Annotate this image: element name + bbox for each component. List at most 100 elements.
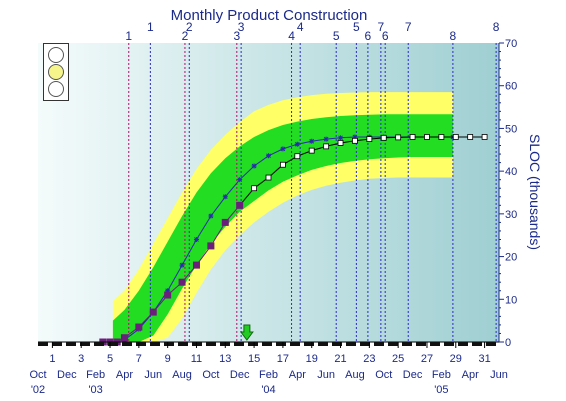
x-axis-month-bar [332, 342, 342, 346]
traffic-light-top-lamp [48, 47, 64, 63]
series-point [467, 134, 474, 140]
x-axis-month-bar [150, 342, 160, 346]
milestone-label: 3 [238, 20, 245, 34]
traffic-light-bottom-lamp [48, 81, 64, 97]
series-point [380, 134, 387, 141]
x-axis-month-bar [234, 342, 244, 346]
y-tick-label: 20 [505, 252, 517, 264]
milestone-label: 2 [182, 29, 189, 43]
series-point [409, 134, 416, 140]
x-tick-label: 1 [49, 353, 55, 365]
series-point [424, 134, 430, 140]
x-tick-label: 19 [306, 353, 318, 365]
milestone-label: 6 [382, 29, 389, 43]
x-tick-label: 29 [450, 353, 462, 365]
x-axis-month-bar [304, 342, 314, 346]
x-axis-month-bar [458, 342, 468, 346]
series-point [222, 194, 228, 200]
series-point [438, 134, 445, 140]
x-tick-label: 21 [334, 353, 346, 365]
status-arrow-icon [239, 324, 254, 341]
series-point [280, 161, 286, 168]
x-tick-label: 7 [136, 353, 142, 365]
x-axis-month-bar [262, 342, 272, 346]
x-tick-label: 3 [78, 353, 84, 365]
milestone-label: 8 [493, 20, 500, 34]
x-tick-label: 11 [191, 353, 202, 365]
x-calendar-label: Oct [375, 369, 392, 381]
x-calendar-label: Dec [57, 369, 77, 381]
series-point [323, 143, 330, 150]
milestone-label: 8 [450, 29, 457, 43]
x-axis-month-bar [276, 342, 286, 346]
series-point [251, 185, 257, 192]
milestone-label: 4 [297, 20, 304, 34]
x-tick-label: 15 [248, 353, 260, 365]
series-point [323, 136, 329, 142]
series-point [179, 262, 185, 268]
x-axis-month-bar [290, 342, 300, 346]
x-tick-label: 31 [478, 353, 490, 365]
series-point [193, 236, 199, 242]
milestone-label: 7 [378, 20, 385, 34]
x-calendar-label: Apr [462, 369, 479, 381]
series-point [294, 153, 301, 160]
x-axis-month-bar [164, 342, 174, 346]
series-point [208, 213, 214, 219]
series-point [236, 201, 244, 209]
series-point [308, 147, 315, 154]
x-calendar-label: Feb [432, 369, 451, 381]
x-year-label: '02 [31, 384, 45, 396]
x-calendar-label: Apr [289, 369, 306, 381]
x-year-label: '04 [261, 384, 275, 396]
series-point [352, 137, 358, 144]
milestone-label: 1 [125, 29, 132, 43]
x-axis-month-bar [136, 342, 146, 346]
milestone-label: 7 [405, 20, 412, 34]
series-point [164, 291, 172, 299]
milestone-label: 2 [186, 20, 193, 34]
y-tick-label: 70 [505, 38, 517, 50]
x-calendar-label: Apr [116, 369, 133, 381]
x-calendar-label: Aug [172, 369, 192, 381]
y-tick-label: 30 [505, 209, 517, 221]
x-axis-month-bar [402, 342, 412, 346]
x-tick-label: 25 [392, 353, 404, 365]
x-axis-month-bar [52, 342, 62, 346]
x-tick-label: 27 [421, 353, 433, 365]
x-axis-month-bar [178, 342, 188, 346]
x-axis-month-bar [486, 342, 496, 346]
x-axis-month-bar [108, 342, 118, 346]
series-point [178, 278, 186, 286]
x-calendar-label: Jun [490, 369, 508, 381]
x-tick-label: 23 [363, 353, 375, 365]
x-calendar-label: Feb [86, 369, 105, 381]
x-axis-month-bar [192, 342, 202, 346]
x-axis-month-bar [374, 342, 384, 346]
series-point [265, 174, 272, 181]
x-axis-month-bar [206, 342, 216, 346]
series-point [165, 288, 171, 294]
series-point [309, 138, 315, 144]
series-point [395, 134, 402, 141]
milestone-label: 5 [353, 20, 360, 34]
series-point [149, 308, 157, 316]
x-calendar-label: Jun [317, 369, 335, 381]
x-calendar-label: Oct [29, 369, 46, 381]
y-tick-label: 40 [505, 166, 517, 178]
x-axis-month-bar [346, 342, 356, 346]
x-calendar-label: Aug [345, 369, 365, 381]
series-point [481, 134, 488, 140]
y-tick-label: 10 [505, 294, 517, 306]
chart-title: Monthly Product Construction [171, 7, 368, 24]
series-point [352, 134, 358, 140]
series-point [294, 141, 300, 147]
milestone-label: 6 [365, 29, 372, 43]
x-tick-label: 17 [277, 353, 289, 365]
y-axis-label: SLOC (thousands) [527, 134, 543, 250]
x-calendar-label: Jun [144, 369, 162, 381]
x-calendar-label: Feb [259, 369, 278, 381]
x-axis-month-bar [430, 342, 440, 346]
series-point [237, 177, 243, 183]
